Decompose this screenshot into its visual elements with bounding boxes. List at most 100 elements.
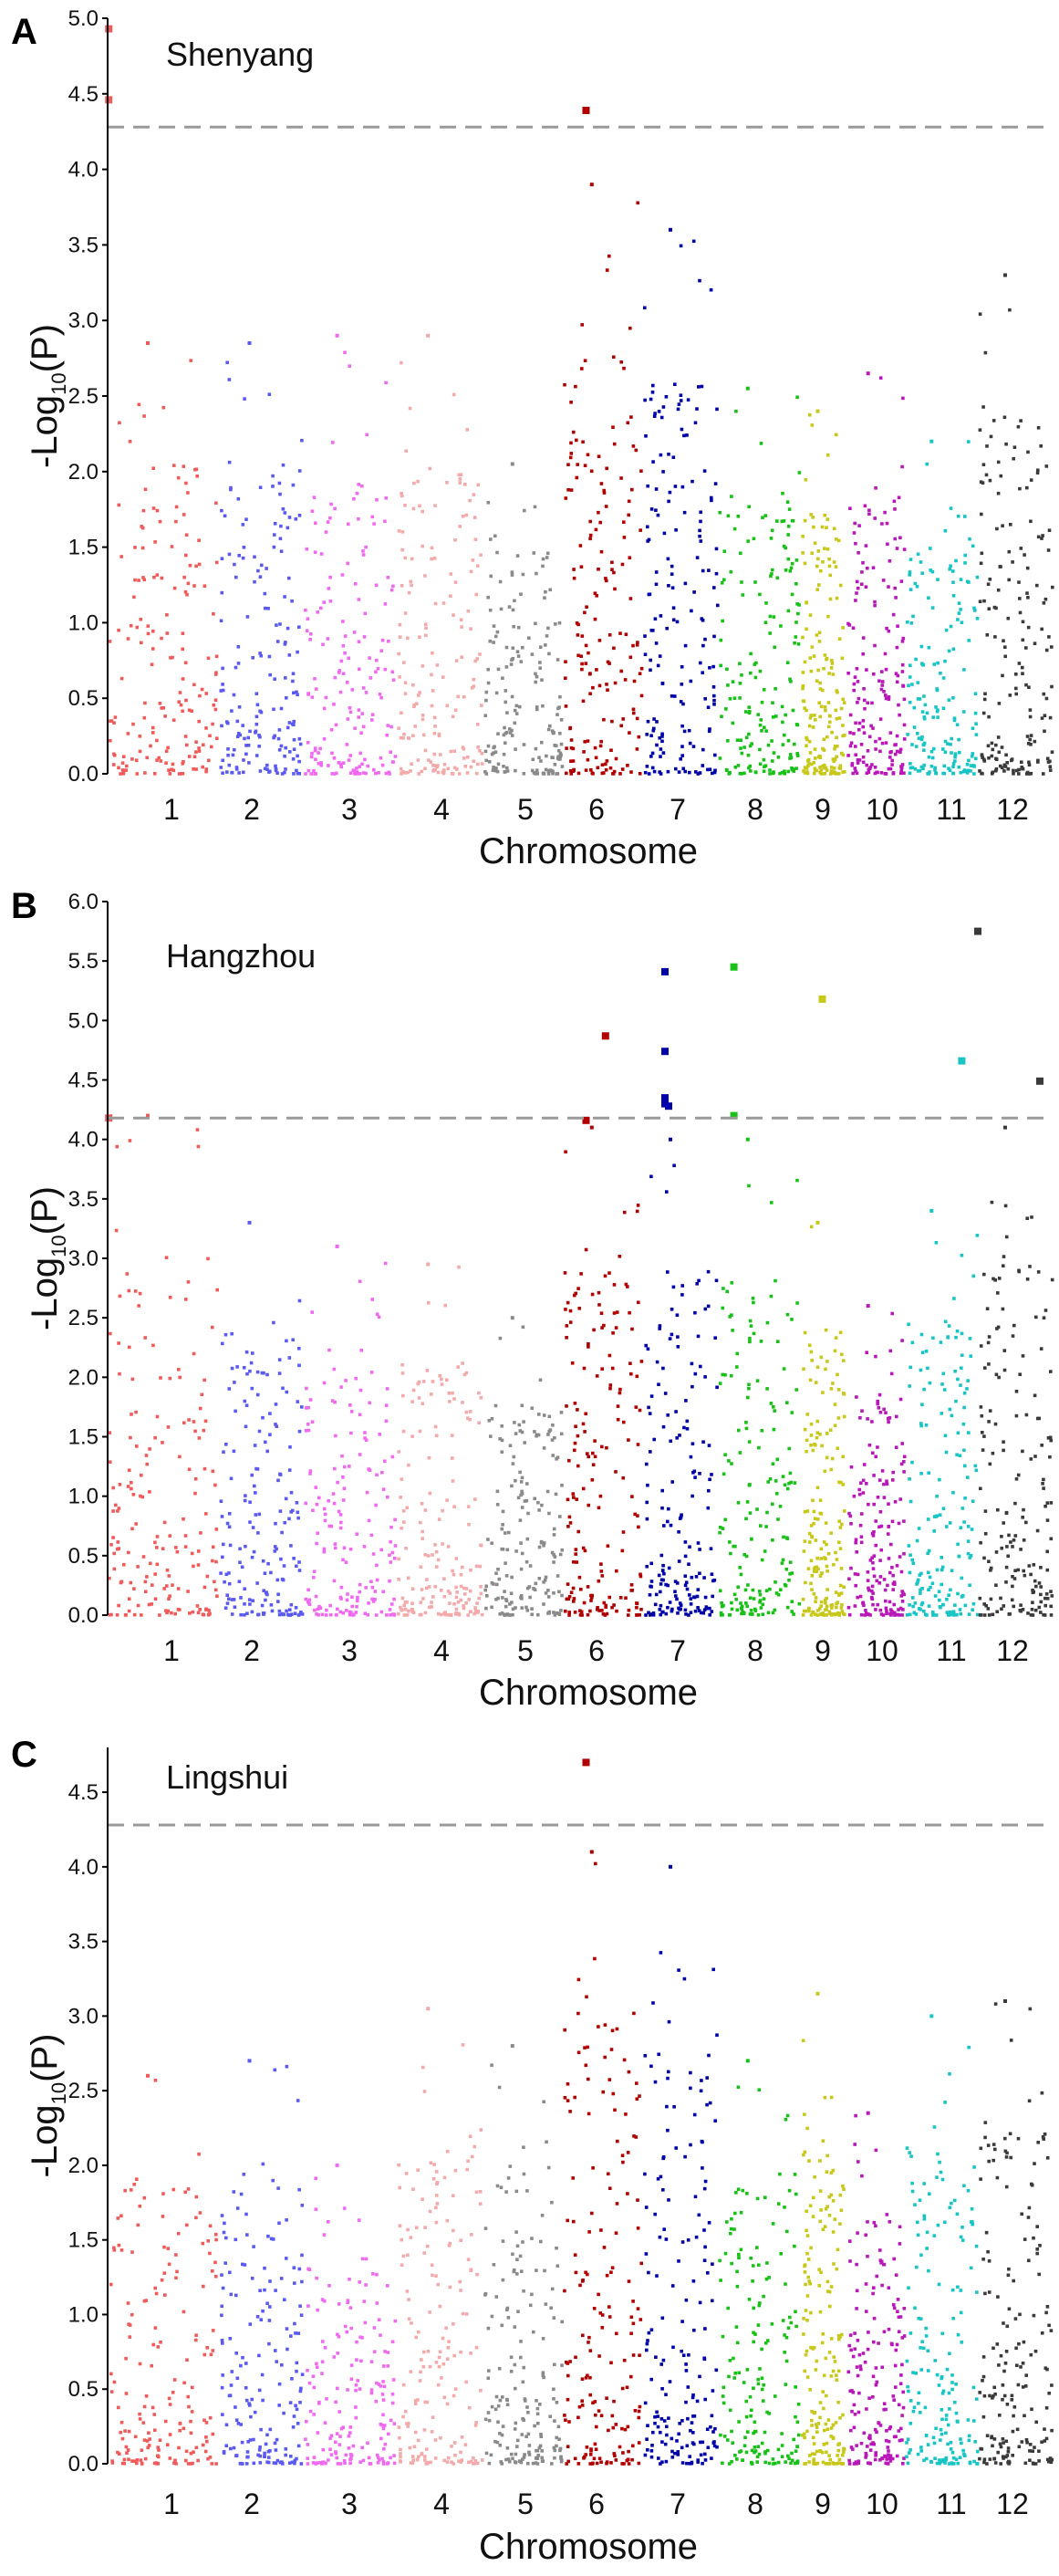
snp-point-chr5	[522, 2172, 526, 2176]
snp-point-chr6	[563, 382, 566, 387]
snp-point-chr4	[472, 516, 477, 519]
snp-point-chr11	[919, 737, 924, 742]
snp-point-chr1	[202, 2418, 206, 2423]
snp-point-chr7	[712, 703, 716, 706]
snp-point-chr5	[521, 572, 525, 577]
snp-point-chr10	[899, 765, 903, 768]
snp-point-chr7	[655, 1360, 659, 1364]
snp-point-chr3	[392, 2422, 397, 2425]
snp-point-chr8	[790, 1411, 794, 1414]
chromosome-label: 8	[747, 1634, 763, 1667]
snp-point-chr5	[515, 554, 520, 558]
snp-point-chr2	[292, 772, 296, 776]
snp-point-chr6	[615, 1609, 618, 1613]
snp-point-chr3	[360, 712, 364, 715]
snp-point-chr4	[400, 1608, 404, 1612]
snp-point-chr4	[406, 2425, 410, 2428]
snp-point-chr5	[550, 768, 554, 773]
snp-point-chr1	[181, 709, 184, 714]
snp-point-chr2	[251, 1599, 254, 1602]
snp-point-chr3	[358, 2460, 362, 2464]
snp-point-chr8	[770, 739, 773, 743]
snp-point-chr6	[587, 672, 592, 676]
snp-point-chr9	[803, 1539, 807, 1543]
snp-point-chr7	[683, 1574, 688, 1578]
snp-point-chr3	[372, 767, 376, 772]
snp-point-chr10	[862, 1463, 867, 1466]
snp-point-chr1	[171, 655, 174, 660]
snp-point-chr11	[951, 580, 955, 584]
snp-point-chr3	[354, 2388, 358, 2393]
snp-point-chr6	[587, 1345, 590, 1349]
snp-point-chr9	[820, 525, 825, 529]
snp-point-chr10	[888, 1600, 892, 1604]
snp-point-chr9	[809, 1434, 814, 1437]
snp-point-chr11	[919, 1368, 923, 1372]
snp-point-chr8	[741, 593, 745, 597]
snp-point-chr2	[230, 2370, 234, 2373]
snp-point-chr9	[838, 1547, 843, 1550]
snp-point-chr4	[461, 1565, 464, 1570]
snp-point-chr9	[841, 1611, 846, 1616]
snp-point-chr6	[602, 771, 606, 775]
snp-point-chr11	[974, 1468, 979, 1473]
snp-point-chr9	[815, 1419, 820, 1424]
snp-point-chr9	[814, 718, 817, 722]
snp-point-chr1	[130, 757, 134, 761]
snp-point-chr10	[863, 706, 867, 711]
snp-point-chr2	[227, 2393, 232, 2398]
snp-point-chr5	[542, 1446, 546, 1450]
snp-point-chr2	[220, 2313, 223, 2318]
snp-point-chr2	[256, 568, 260, 573]
snp-point-chr5	[483, 770, 487, 774]
snp-point-chr4	[423, 1508, 428, 1512]
snp-point-chr12	[984, 1603, 988, 1608]
snp-point-chr1	[135, 2177, 139, 2181]
snp-point-chr8	[760, 1429, 764, 1433]
snp-point-chr4	[466, 1416, 470, 1420]
snp-point-chr7	[649, 1450, 652, 1454]
snp-point-chr5	[525, 1482, 529, 1486]
snp-point-chr2	[254, 1491, 257, 1495]
snp-point-chr1	[156, 2454, 160, 2457]
snp-point-chr2	[293, 2321, 296, 2326]
snp-point-chr11	[959, 608, 962, 611]
snp-point-chr8	[727, 1613, 732, 1617]
snp-point-chr1	[199, 1531, 202, 1535]
snp-point-chr8	[748, 1319, 753, 1323]
snp-point-chr4	[404, 1546, 408, 1550]
snp-point-chr6	[624, 1596, 628, 1600]
snp-point-chr8	[738, 696, 742, 700]
snp-point-chr2	[245, 2450, 250, 2454]
snp-point-chr10	[897, 1521, 901, 1526]
snp-point-chr3	[356, 2379, 359, 2383]
snp-point-chr11	[931, 715, 935, 719]
snp-point-chr2	[219, 1571, 223, 1575]
snp-point-chr6	[604, 505, 608, 508]
snp-point-chr1	[176, 1587, 181, 1590]
snp-point-chr1	[130, 1377, 135, 1382]
snp-point-chr4	[421, 733, 426, 737]
snp-point-chr11	[968, 1583, 971, 1587]
snp-point-chr10	[851, 771, 855, 776]
snp-point-chr12	[1048, 1455, 1052, 1459]
snp-point-chr11	[971, 1601, 976, 1606]
snp-point-chr2	[263, 767, 267, 771]
snp-point-chr6	[605, 1445, 608, 1450]
snp-point-chr3	[375, 1563, 379, 1568]
snp-point-chr3	[362, 635, 367, 639]
snp-point-chr9	[821, 1611, 825, 1615]
snp-point-chr9	[832, 560, 836, 564]
snp-point-chr12	[1028, 737, 1032, 742]
snp-point-chr4	[398, 2185, 401, 2190]
snp-point-chr5	[501, 1509, 505, 1514]
snp-point-chr5	[530, 652, 535, 656]
snp-point-chr2	[252, 2245, 255, 2248]
snp-point-chr6	[620, 767, 625, 771]
snp-point-chr12	[1021, 1608, 1025, 1611]
snp-point-chr1	[147, 1602, 151, 1607]
snp-point-chr2	[222, 2451, 226, 2455]
snp-point-chr3	[329, 2434, 334, 2438]
snp-point-chr7	[643, 770, 648, 775]
snp-point-chr9	[825, 517, 830, 521]
